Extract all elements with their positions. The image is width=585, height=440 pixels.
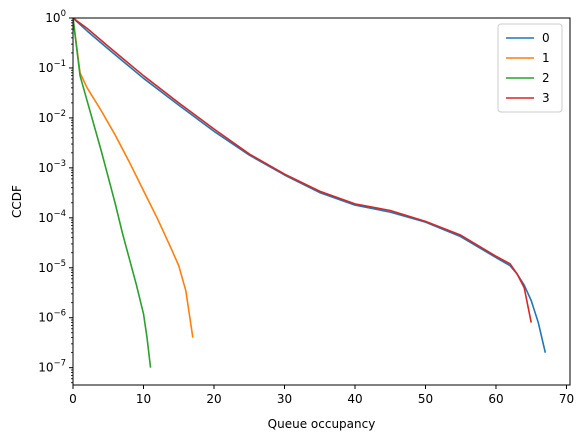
y-tick-label: 10−1 (38, 59, 66, 75)
y-tick-label: 10−2 (38, 109, 66, 125)
axes-frame (72, 17, 571, 386)
x-axis-ticks: 0 10 20 30 40 50 60 70 (69, 385, 574, 406)
x-tick-label: 40 (347, 392, 362, 406)
y-tick-exponent: −2 (53, 109, 66, 119)
y-tick-base: 10 (38, 111, 53, 125)
y-tick-label: 100 (45, 9, 66, 25)
y-tick-exponent: −5 (53, 259, 66, 269)
y-tick-label: 10−6 (38, 309, 66, 325)
legend: 0 1 2 3 (497, 23, 563, 113)
series-line-1 (73, 18, 194, 338)
x-tick-label: 50 (418, 392, 433, 406)
x-tick-label: 20 (206, 392, 221, 406)
x-tick-label: 70 (559, 392, 574, 406)
legend-label-3: 3 (542, 91, 550, 105)
y-tick-exponent: −4 (53, 209, 66, 219)
y-tick-exponent: −6 (53, 309, 66, 319)
y-tick-base: 10 (38, 161, 53, 175)
y-tick-base: 10 (45, 11, 60, 25)
legend-label-1: 1 (542, 51, 550, 65)
y-axis-label: CCDF (10, 185, 24, 218)
y-tick-label: 10−4 (38, 209, 66, 225)
y-tick-base: 10 (38, 311, 53, 325)
x-tick-label: 10 (136, 392, 151, 406)
series-line-3 (73, 18, 533, 323)
legend-label-2: 2 (542, 71, 550, 85)
y-tick-base: 10 (38, 261, 53, 275)
y-tick-exponent: −3 (53, 159, 66, 169)
x-tick-label: 60 (488, 392, 503, 406)
y-tick-exponent: −1 (53, 59, 66, 69)
y-tick-base: 10 (38, 211, 53, 225)
x-axis-label: Queue occupancy (268, 417, 376, 431)
legend-box (497, 23, 563, 113)
y-tick-base: 10 (38, 61, 53, 75)
y-tick-label: 10−3 (38, 159, 66, 175)
series-layer (73, 18, 547, 368)
x-tick-label: 30 (277, 392, 292, 406)
y-tick-exponent: 0 (61, 9, 66, 19)
y-tick-label: 10−7 (38, 359, 66, 375)
series-line-0 (73, 18, 547, 353)
y-tick-base: 10 (38, 361, 53, 375)
legend-label-0: 0 (542, 31, 550, 45)
y-tick-exponent: −7 (53, 359, 66, 369)
y-tick-label: 10−5 (38, 259, 66, 275)
series-line-2 (73, 18, 152, 368)
x-tick-label: 0 (69, 392, 77, 406)
